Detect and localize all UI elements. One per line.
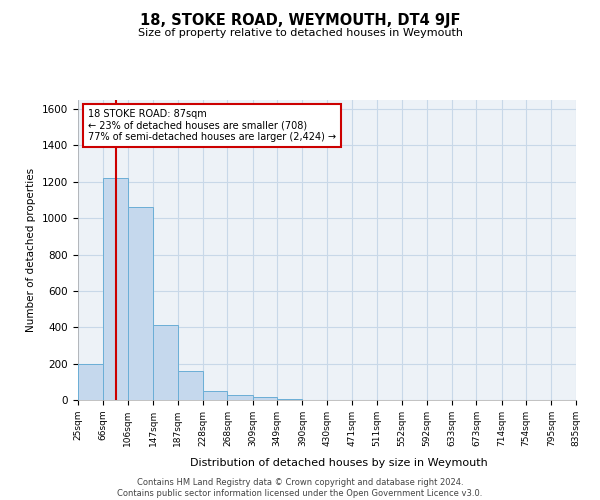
Bar [227, 395, 253, 400]
Text: 18 STOKE ROAD: 87sqm
← 23% of detached houses are smaller (708)
77% of semi-deta: 18 STOKE ROAD: 87sqm ← 23% of detached h… [88, 109, 336, 142]
Bar [78, 364, 103, 400]
Bar [103, 178, 128, 400]
Text: 18, STOKE ROAD, WEYMOUTH, DT4 9JF: 18, STOKE ROAD, WEYMOUTH, DT4 9JF [140, 12, 460, 28]
Bar [277, 399, 302, 400]
Bar [253, 398, 277, 400]
Text: Size of property relative to detached houses in Weymouth: Size of property relative to detached ho… [137, 28, 463, 38]
Y-axis label: Number of detached properties: Number of detached properties [26, 168, 37, 332]
Bar [153, 326, 178, 400]
Bar [203, 391, 227, 400]
Bar [178, 371, 203, 400]
Text: Distribution of detached houses by size in Weymouth: Distribution of detached houses by size … [190, 458, 488, 468]
Bar [128, 208, 153, 400]
Text: Contains HM Land Registry data © Crown copyright and database right 2024.
Contai: Contains HM Land Registry data © Crown c… [118, 478, 482, 498]
